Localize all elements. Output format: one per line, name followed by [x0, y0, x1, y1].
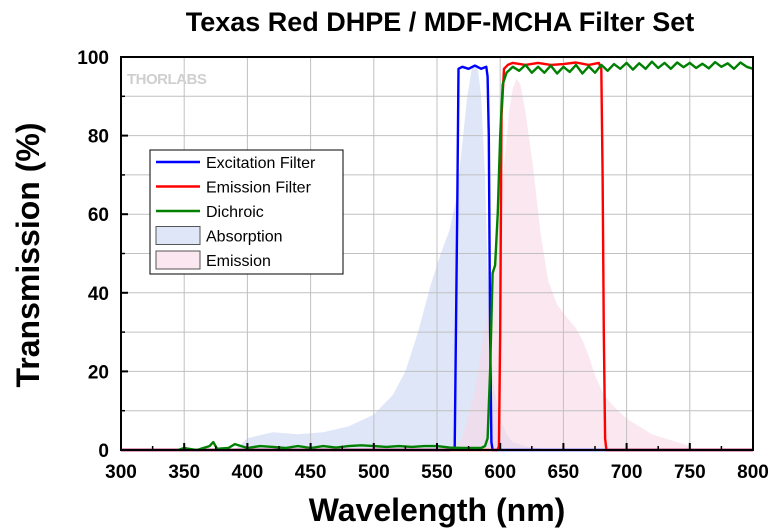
y-tick-label: 60 — [88, 205, 109, 226]
x-tick-label: 300 — [105, 462, 137, 483]
legend: Excitation Filter Emission Filter Dichroic… — [149, 149, 344, 275]
x-tick-label: 550 — [421, 462, 453, 483]
x-axis: 300 350 400 450 500 550 600 650 700 750 800 — [105, 443, 769, 483]
x-axis-title: Wavelength (nm) — [309, 492, 566, 528]
x-tick-label: 600 — [484, 462, 516, 483]
legend-label: Absorption — [206, 229, 283, 246]
legend-swatch — [155, 250, 201, 270]
legend-label: Emission Filter — [206, 180, 312, 197]
excitation-filter-line — [121, 64, 753, 452]
x-tick-label: 750 — [674, 462, 706, 483]
x-tick-label: 800 — [737, 462, 769, 483]
legend-label: Dichroic — [206, 204, 264, 221]
x-tick-label: 650 — [548, 462, 580, 483]
legend-swatch — [155, 226, 201, 245]
thorlabs-watermark: THORLABS — [127, 71, 207, 88]
x-tick-label: 350 — [168, 462, 200, 483]
y-tick-label: 100 — [77, 48, 109, 69]
y-tick-label: 40 — [88, 284, 109, 305]
dichroic-line — [177, 60, 754, 452]
line-series-layer — [121, 60, 754, 452]
x-tick-label: 450 — [295, 462, 327, 483]
y-tick-label: 20 — [88, 362, 109, 383]
y-axis-title: Transmission (%) — [10, 123, 46, 388]
x-tick-label: 400 — [232, 462, 264, 483]
chart-title: Texas Red DHPE / MDF-MCHA Filter Set — [186, 7, 695, 37]
emission-area — [454, 78, 693, 450]
x-tick-label: 500 — [358, 462, 390, 483]
y-tick-label: 80 — [88, 127, 109, 148]
legend-label: Emission — [206, 253, 271, 270]
absorption-area — [234, 64, 551, 451]
y-tick-label: 0 — [98, 441, 109, 462]
watermark-layer: THORLABS — [127, 71, 207, 88]
area-series-layer — [234, 64, 693, 451]
y-axis: 0 20 40 60 80 100 — [77, 48, 128, 462]
legend-label: Excitation Filter — [206, 155, 316, 172]
x-tick-label: 700 — [611, 462, 643, 483]
